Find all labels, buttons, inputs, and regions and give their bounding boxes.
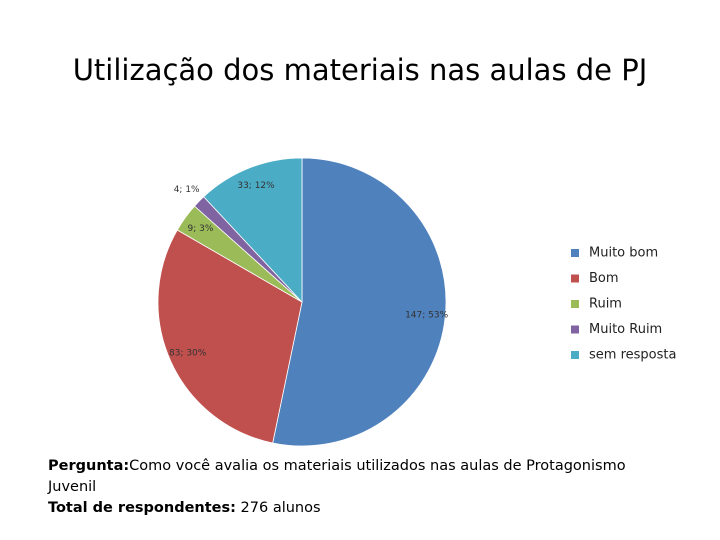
footer: Pergunta:Como você avalia os materiais u… (48, 456, 648, 519)
legend-swatch (571, 274, 579, 283)
data-label: 147; 53% (405, 310, 449, 320)
legend-label: sem resposta (589, 348, 676, 363)
question-label: Pergunta: (48, 458, 130, 474)
chart-title: Utilização dos materiais nas aulas de PJ (73, 53, 648, 87)
data-label: 4; 1% (174, 185, 200, 195)
legend-swatch (571, 249, 579, 257)
legend-swatch (571, 300, 579, 308)
pie-slice (203, 157, 303, 304)
legend-label: Ruim (589, 297, 622, 312)
legend-label: Bom (589, 271, 619, 286)
data-label: 9; 3% (188, 224, 214, 234)
pie-slice (157, 229, 303, 444)
total: Total de respondentes: 276 alunos (48, 498, 648, 519)
legend-label: Muito Ruim (589, 322, 662, 337)
total-value: 276 alunos (240, 500, 321, 516)
legend-swatch (571, 325, 579, 334)
legend-label: Muito bom (589, 246, 658, 261)
question-text: Como você avalia os materiais utilizados… (48, 458, 626, 495)
data-label: 33; 12% (237, 181, 275, 191)
total-label: Total de respondentes: (48, 500, 236, 516)
legend-swatch (571, 351, 579, 359)
question: Pergunta:Como você avalia os materiais u… (48, 456, 648, 498)
data-label: 83; 30% (169, 349, 207, 359)
pie-slice (272, 157, 447, 447)
